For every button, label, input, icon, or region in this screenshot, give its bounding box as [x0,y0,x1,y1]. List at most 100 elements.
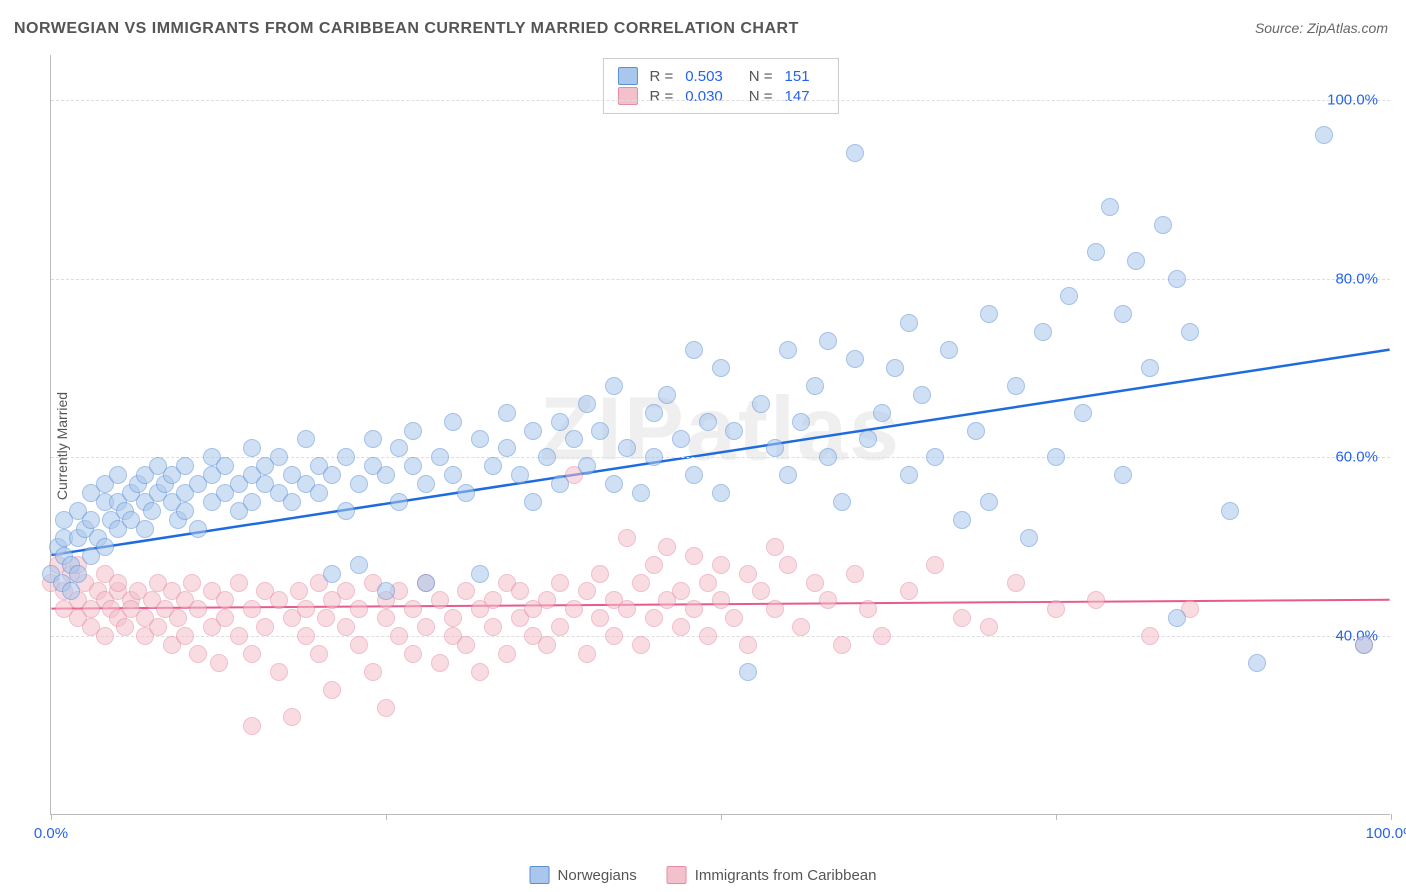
data-point [431,591,449,609]
data-point [1355,636,1373,654]
data-point [658,538,676,556]
legend-item-series-0: Norwegians [530,866,637,884]
data-point [390,439,408,457]
data-point [404,457,422,475]
data-point [364,430,382,448]
data-point [752,582,770,600]
data-point [1034,323,1052,341]
data-point [1127,252,1145,270]
data-point [578,395,596,413]
y-tick-label: 60.0% [1335,449,1378,466]
data-point [1007,574,1025,592]
data-point [1047,448,1065,466]
data-point [1114,466,1132,484]
data-point [136,520,154,538]
data-point [806,377,824,395]
data-point [230,627,248,645]
data-point [1087,591,1105,609]
data-point [578,582,596,600]
data-point [283,708,301,726]
data-point [766,439,784,457]
data-point [591,422,609,440]
data-point [685,547,703,565]
data-point [457,582,475,600]
data-point [444,413,462,431]
data-point [82,511,100,529]
legend-item-series-1: Immigrants from Caribbean [667,866,877,884]
data-point [739,636,757,654]
data-point [189,645,207,663]
data-point [739,663,757,681]
data-point [618,600,636,618]
n-label: N = [749,68,773,85]
data-point [431,654,449,672]
data-point [605,475,623,493]
data-point [484,457,502,475]
data-point [980,618,998,636]
data-point [1047,600,1065,618]
swatch-icon [617,87,637,105]
n-value: 151 [785,68,810,85]
data-point [645,609,663,627]
data-point [524,422,542,440]
trendlines-layer [51,55,1390,814]
data-point [350,600,368,618]
data-point [1154,216,1172,234]
data-point [538,591,556,609]
data-point [645,448,663,466]
y-tick-label: 100.0% [1327,91,1378,108]
data-point [270,591,288,609]
data-point [926,448,944,466]
data-point [243,600,261,618]
data-point [565,430,583,448]
data-point [109,574,127,592]
data-point [176,627,194,645]
series-name: Norwegians [558,867,637,884]
x-tick-label: 100.0% [1366,825,1406,842]
data-point [953,609,971,627]
data-point [699,627,717,645]
data-point [578,645,596,663]
data-point [189,600,207,618]
data-point [337,448,355,466]
data-point [632,484,650,502]
r-label: R = [649,68,673,85]
data-point [317,609,335,627]
data-point [605,377,623,395]
data-point [350,475,368,493]
data-point [417,574,435,592]
chart-title: NORWEGIAN VS IMMIGRANTS FROM CARIBBEAN C… [14,20,799,38]
data-point [591,565,609,583]
data-point [926,556,944,574]
data-point [337,502,355,520]
data-point [699,413,717,431]
data-point [967,422,985,440]
data-point [819,591,837,609]
data-point [417,475,435,493]
data-point [350,636,368,654]
data-point [846,350,864,368]
data-point [350,556,368,574]
data-point [498,645,516,663]
data-point [310,645,328,663]
data-point [712,484,730,502]
data-point [779,466,797,484]
data-point [792,413,810,431]
data-point [444,466,462,484]
data-point [712,359,730,377]
data-point [1248,654,1266,672]
data-point [431,448,449,466]
data-point [96,627,114,645]
data-point [886,359,904,377]
data-point [471,430,489,448]
data-point [859,430,877,448]
gridline [51,457,1390,458]
data-point [658,386,676,404]
r-value: 0.030 [685,88,723,105]
source-attribution: Source: ZipAtlas.com [1255,20,1388,36]
data-point [605,627,623,645]
series-legend: Norwegians Immigrants from Caribbean [530,866,877,884]
r-label: R = [649,88,673,105]
data-point [323,466,341,484]
x-tick-mark [51,814,52,820]
